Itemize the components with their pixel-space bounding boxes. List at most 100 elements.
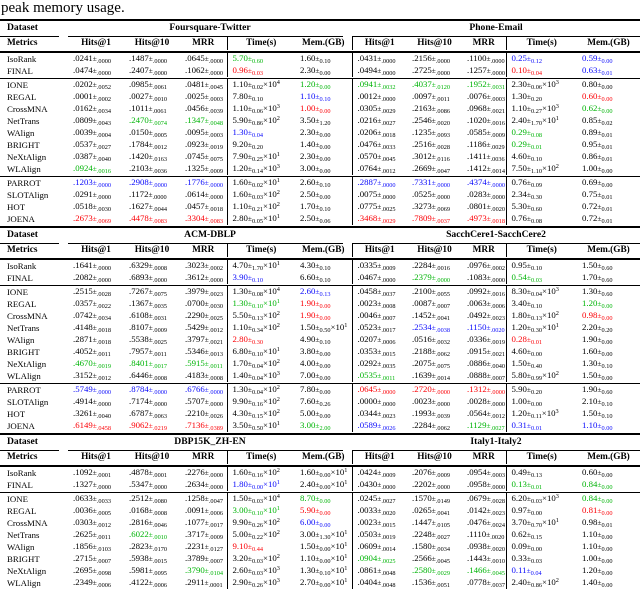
result-cell: .1327±.0000	[68, 479, 124, 491]
result-cell: .2580±.0029	[407, 565, 462, 577]
result-cell: .0387±.0040	[68, 151, 124, 163]
result-cell: .9062±.0219	[124, 420, 180, 432]
metric-value: 5.50	[232, 310, 248, 320]
times-ten: ×10	[542, 577, 556, 587]
metric-stddev: .0023	[490, 509, 506, 517]
result-cell: .3790±.0104	[180, 565, 227, 577]
metric-value: .7331	[412, 177, 432, 187]
result-cell: .0924±.0016	[68, 163, 124, 175]
metric-stddev: .0033	[381, 143, 396, 151]
metric-value: .0291	[73, 189, 93, 199]
result-cell: .7809±.0037	[407, 213, 462, 225]
metric-value: 1.60	[232, 177, 248, 187]
plus-minus: ±	[377, 554, 382, 563]
column-header: Hits@10	[417, 38, 452, 48]
plus-minus: ±	[377, 578, 382, 587]
result-cell: .3717±.0009	[180, 529, 227, 541]
plus-minus: ±	[377, 371, 382, 380]
result-cell: 0.69±0.00	[577, 177, 640, 189]
metric-value: .3717	[185, 529, 205, 539]
metric-value: .0924	[73, 163, 93, 173]
metric-stddev: 0.10	[530, 155, 542, 163]
metric-stddev: 0.86	[251, 119, 263, 127]
metric-stddev: 0.10	[530, 302, 542, 310]
metric-stddev: .0000	[381, 95, 396, 103]
plus-minus: ±	[247, 190, 252, 199]
metric-stddev: .0035	[152, 302, 168, 310]
metric-value: 1.40	[582, 577, 598, 587]
metric-stddev: .0011	[152, 350, 167, 358]
result-cell: .1411±.0036	[462, 151, 506, 163]
result-cell: .0525±.0000	[407, 189, 462, 201]
exponent: 3	[555, 493, 559, 501]
metric-value: 3.00	[300, 420, 316, 430]
result-cell: .0344±.0023	[351, 408, 407, 420]
metric-value: 1.90	[582, 384, 598, 394]
result-cell: 0.33±0.03	[505, 553, 577, 565]
plus-minus: ±	[431, 397, 436, 406]
metric-stddev: .0000	[490, 483, 506, 491]
metric-value: 2.70	[300, 577, 316, 587]
metric-stddev: .0009	[381, 471, 396, 479]
metric-value: 1.30	[232, 127, 248, 137]
metric-stddev: .0033	[96, 497, 112, 505]
result-cell: .2669±.0047	[407, 163, 462, 175]
metric-value: .0809	[73, 115, 93, 125]
result-cell: .2076±.0009	[407, 467, 462, 479]
metric-value: .2669	[412, 163, 432, 173]
column-header: Hits@1	[81, 245, 111, 255]
metric-stddev: 0.30	[251, 338, 263, 346]
metric-stddev: 0.00	[601, 374, 613, 382]
result-cell: .1641±.0000	[68, 260, 124, 272]
result-cell: .1367±.0035	[124, 298, 180, 310]
result-cell: .4878±.0001	[124, 467, 180, 479]
metric-value: 1.60	[300, 467, 316, 477]
metric-value: 0.60	[582, 467, 598, 477]
metric-value: 0.85	[582, 115, 598, 125]
metric-stddev: 0.01	[601, 143, 613, 151]
plus-minus: ±	[431, 566, 436, 575]
plus-minus: ±	[92, 468, 97, 477]
result-cell: .0142±.0023	[462, 505, 506, 517]
plus-minus: ±	[92, 178, 97, 187]
plus-minus: ±	[597, 311, 602, 320]
metric-stddev: 0.00	[319, 143, 331, 151]
metric-value: .0564	[467, 408, 487, 418]
metric-stddev: 0.03	[251, 497, 263, 505]
result-cell: 2.30±0.00	[295, 65, 352, 77]
metric-value: .7136	[185, 420, 205, 430]
metric-value: .4374	[467, 177, 487, 187]
metric-value: .3273	[412, 201, 432, 211]
metric-stddev: 0.00	[319, 107, 331, 115]
result-cell: 1.30±0.10×101	[295, 565, 352, 577]
result-cell: 5.50±0.13×102	[226, 310, 295, 322]
metric-value: .0000	[357, 396, 378, 406]
metric-stddev: 0.00	[601, 545, 613, 553]
exponent: 2	[276, 396, 280, 404]
metric-stddev: 0.00	[601, 497, 613, 505]
result-cell: 1.60±0.00	[577, 346, 640, 358]
dataset-name: Phone-Email	[469, 22, 523, 33]
plus-minus: ±	[92, 202, 97, 211]
metric-stddev: .0000	[208, 400, 224, 408]
column-header: Time(s)	[505, 37, 577, 50]
metric-value: .1327	[73, 479, 93, 489]
method-label: IsoRank	[7, 53, 37, 64]
plus-minus: ±	[597, 152, 602, 161]
table-row: CrossMNA .0303±.0012.2816±.0046.1077±.001…	[0, 517, 640, 529]
metric-stddev: .0002	[96, 95, 112, 103]
metric-value: .0525	[412, 189, 432, 199]
metric-stddev: 0.01	[530, 483, 542, 491]
metric-value: .1100	[467, 53, 487, 63]
metric-stddev: .0163	[152, 155, 168, 163]
segmented-rule	[0, 242, 640, 244]
result-cell: .1100±.0000	[462, 53, 506, 65]
metric-stddev: .0037	[490, 581, 506, 589]
metric-stddev: .0028	[435, 143, 451, 151]
metric-value: .2379	[412, 272, 432, 282]
metric-stddev: .0038	[435, 326, 451, 334]
metric-stddev: .0011	[208, 362, 223, 370]
metric-stddev: 0.00	[530, 509, 542, 517]
result-cell: .1452±.0041	[407, 310, 462, 322]
method-label: IONE	[7, 79, 29, 90]
